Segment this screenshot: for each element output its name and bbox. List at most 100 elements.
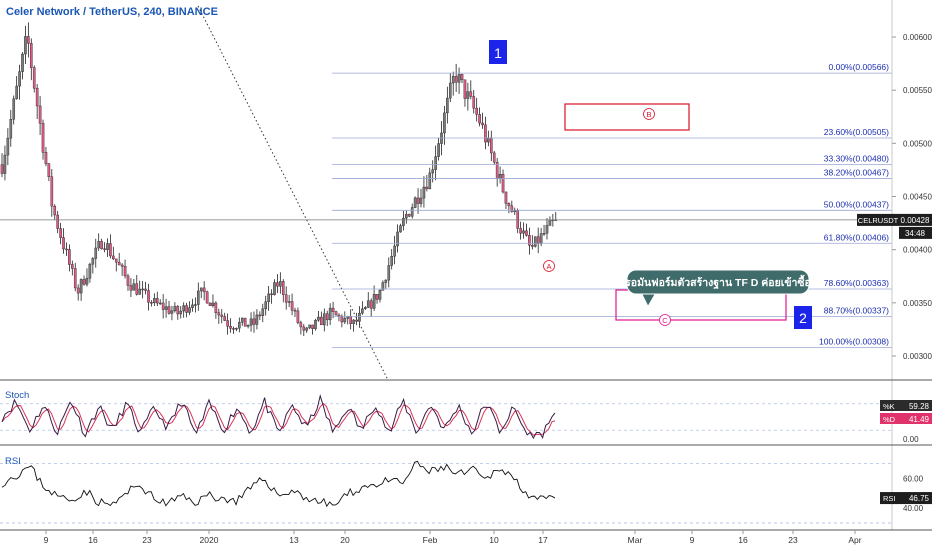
candle-body — [82, 279, 86, 285]
candle-body — [390, 256, 393, 266]
candle-body — [328, 307, 332, 321]
candle-body — [448, 82, 452, 99]
x-tick-label: Mar — [628, 535, 643, 545]
stoch-k-tag-name: %K — [883, 402, 895, 411]
candle-body — [24, 36, 27, 55]
candle-body — [6, 137, 10, 156]
candle-body — [340, 315, 344, 323]
candle-body — [425, 186, 429, 190]
candle-body — [246, 324, 250, 327]
x-tick-label: 23 — [788, 535, 798, 545]
candle-body — [44, 152, 48, 164]
candle-body — [3, 154, 7, 174]
rsi-line — [1, 460, 556, 508]
callout-pointer — [641, 293, 656, 307]
rsi-y-tick: 60.00 — [903, 474, 924, 483]
candle-body — [296, 310, 300, 323]
x-tick-label: 10 — [489, 535, 499, 545]
candle-body — [531, 245, 534, 247]
callout-bubble[interactable] — [626, 269, 810, 295]
candle-body — [399, 225, 402, 233]
candle-body — [30, 43, 33, 68]
rsi-tag-bg — [880, 492, 932, 505]
candle-body — [378, 290, 382, 300]
candle-body — [519, 228, 522, 234]
candle-body — [211, 302, 215, 306]
candle-body — [270, 293, 273, 296]
fib-level-label: 0.00%(0.00566) — [829, 62, 890, 72]
candle-body — [428, 172, 432, 190]
x-tick-label: 9 — [690, 535, 695, 545]
rsi-pane: RSI — [0, 456, 892, 524]
candle-body — [469, 91, 473, 97]
wave-1-box[interactable] — [489, 40, 507, 64]
candle-body — [478, 114, 481, 124]
candle-body — [513, 210, 517, 212]
candle-body — [205, 291, 209, 304]
y-tick-label: 0.00400 — [903, 246, 932, 255]
rsi-tag-value: 46.75 — [909, 494, 930, 503]
candle-body — [358, 312, 361, 322]
fib-level-label: 50.00%(0.00437) — [824, 199, 889, 209]
candle-body — [320, 316, 323, 326]
candle-body — [548, 219, 552, 226]
point-b-label: B — [646, 110, 651, 119]
candle-body — [191, 304, 194, 308]
candle-body — [197, 290, 200, 305]
point-c-label: C — [662, 316, 668, 325]
candle-body — [460, 74, 464, 81]
candle-body — [264, 301, 268, 310]
candle-body — [56, 214, 59, 229]
candle-body — [349, 316, 352, 324]
y-tick-label: 0.00300 — [903, 352, 932, 361]
candle-body — [525, 230, 528, 236]
candle-body — [94, 247, 98, 259]
candle-body — [153, 298, 156, 304]
candle-body — [314, 319, 317, 329]
candle-body — [290, 301, 294, 311]
fib-level-label: 78.60%(0.00363) — [824, 278, 889, 288]
candle-body — [114, 258, 118, 263]
candle-body — [120, 264, 124, 267]
candle-body — [507, 203, 511, 207]
candle-body — [117, 261, 121, 266]
candle-body — [369, 300, 373, 309]
candle-body — [0, 164, 4, 174]
candle-body — [249, 318, 253, 326]
point-c-circle — [659, 314, 671, 326]
x-tick-label: Feb — [423, 535, 438, 545]
candle-body — [284, 294, 288, 303]
candle-body — [176, 306, 180, 315]
candle-body — [410, 207, 414, 217]
wave-2-box[interactable] — [794, 306, 812, 329]
candle-body — [85, 277, 89, 285]
candle-body — [522, 230, 525, 234]
wave-1-label: 1 — [494, 45, 502, 61]
candle-body — [199, 287, 203, 292]
y-tick-label: 0.00500 — [903, 139, 932, 148]
candle-body — [150, 302, 153, 304]
candle-body — [161, 302, 165, 310]
candle-body — [229, 326, 232, 329]
candle-body — [21, 53, 24, 72]
b-zone-box[interactable] — [564, 103, 690, 131]
fib-level-label: 33.30%(0.00480) — [824, 154, 889, 164]
stoch-k-tag-value: 59.28 — [909, 402, 930, 411]
candle-body — [528, 235, 531, 246]
candle-body — [454, 76, 458, 83]
candle-body — [267, 293, 270, 302]
y-tick-label: 0.00350 — [903, 299, 932, 308]
countdown-tag-bg — [899, 226, 932, 239]
candle-body — [238, 322, 241, 329]
x-tick-label: 13 — [289, 535, 299, 545]
candle-body — [170, 310, 174, 314]
candle-body — [47, 163, 51, 177]
countdown-tag: 34:48 — [905, 229, 926, 238]
candle-body — [343, 318, 347, 323]
x-tick-label: 23 — [142, 535, 152, 545]
candle-body — [232, 328, 235, 330]
candle-body — [311, 324, 314, 329]
candle-body — [437, 143, 440, 157]
candle-body — [375, 294, 379, 300]
